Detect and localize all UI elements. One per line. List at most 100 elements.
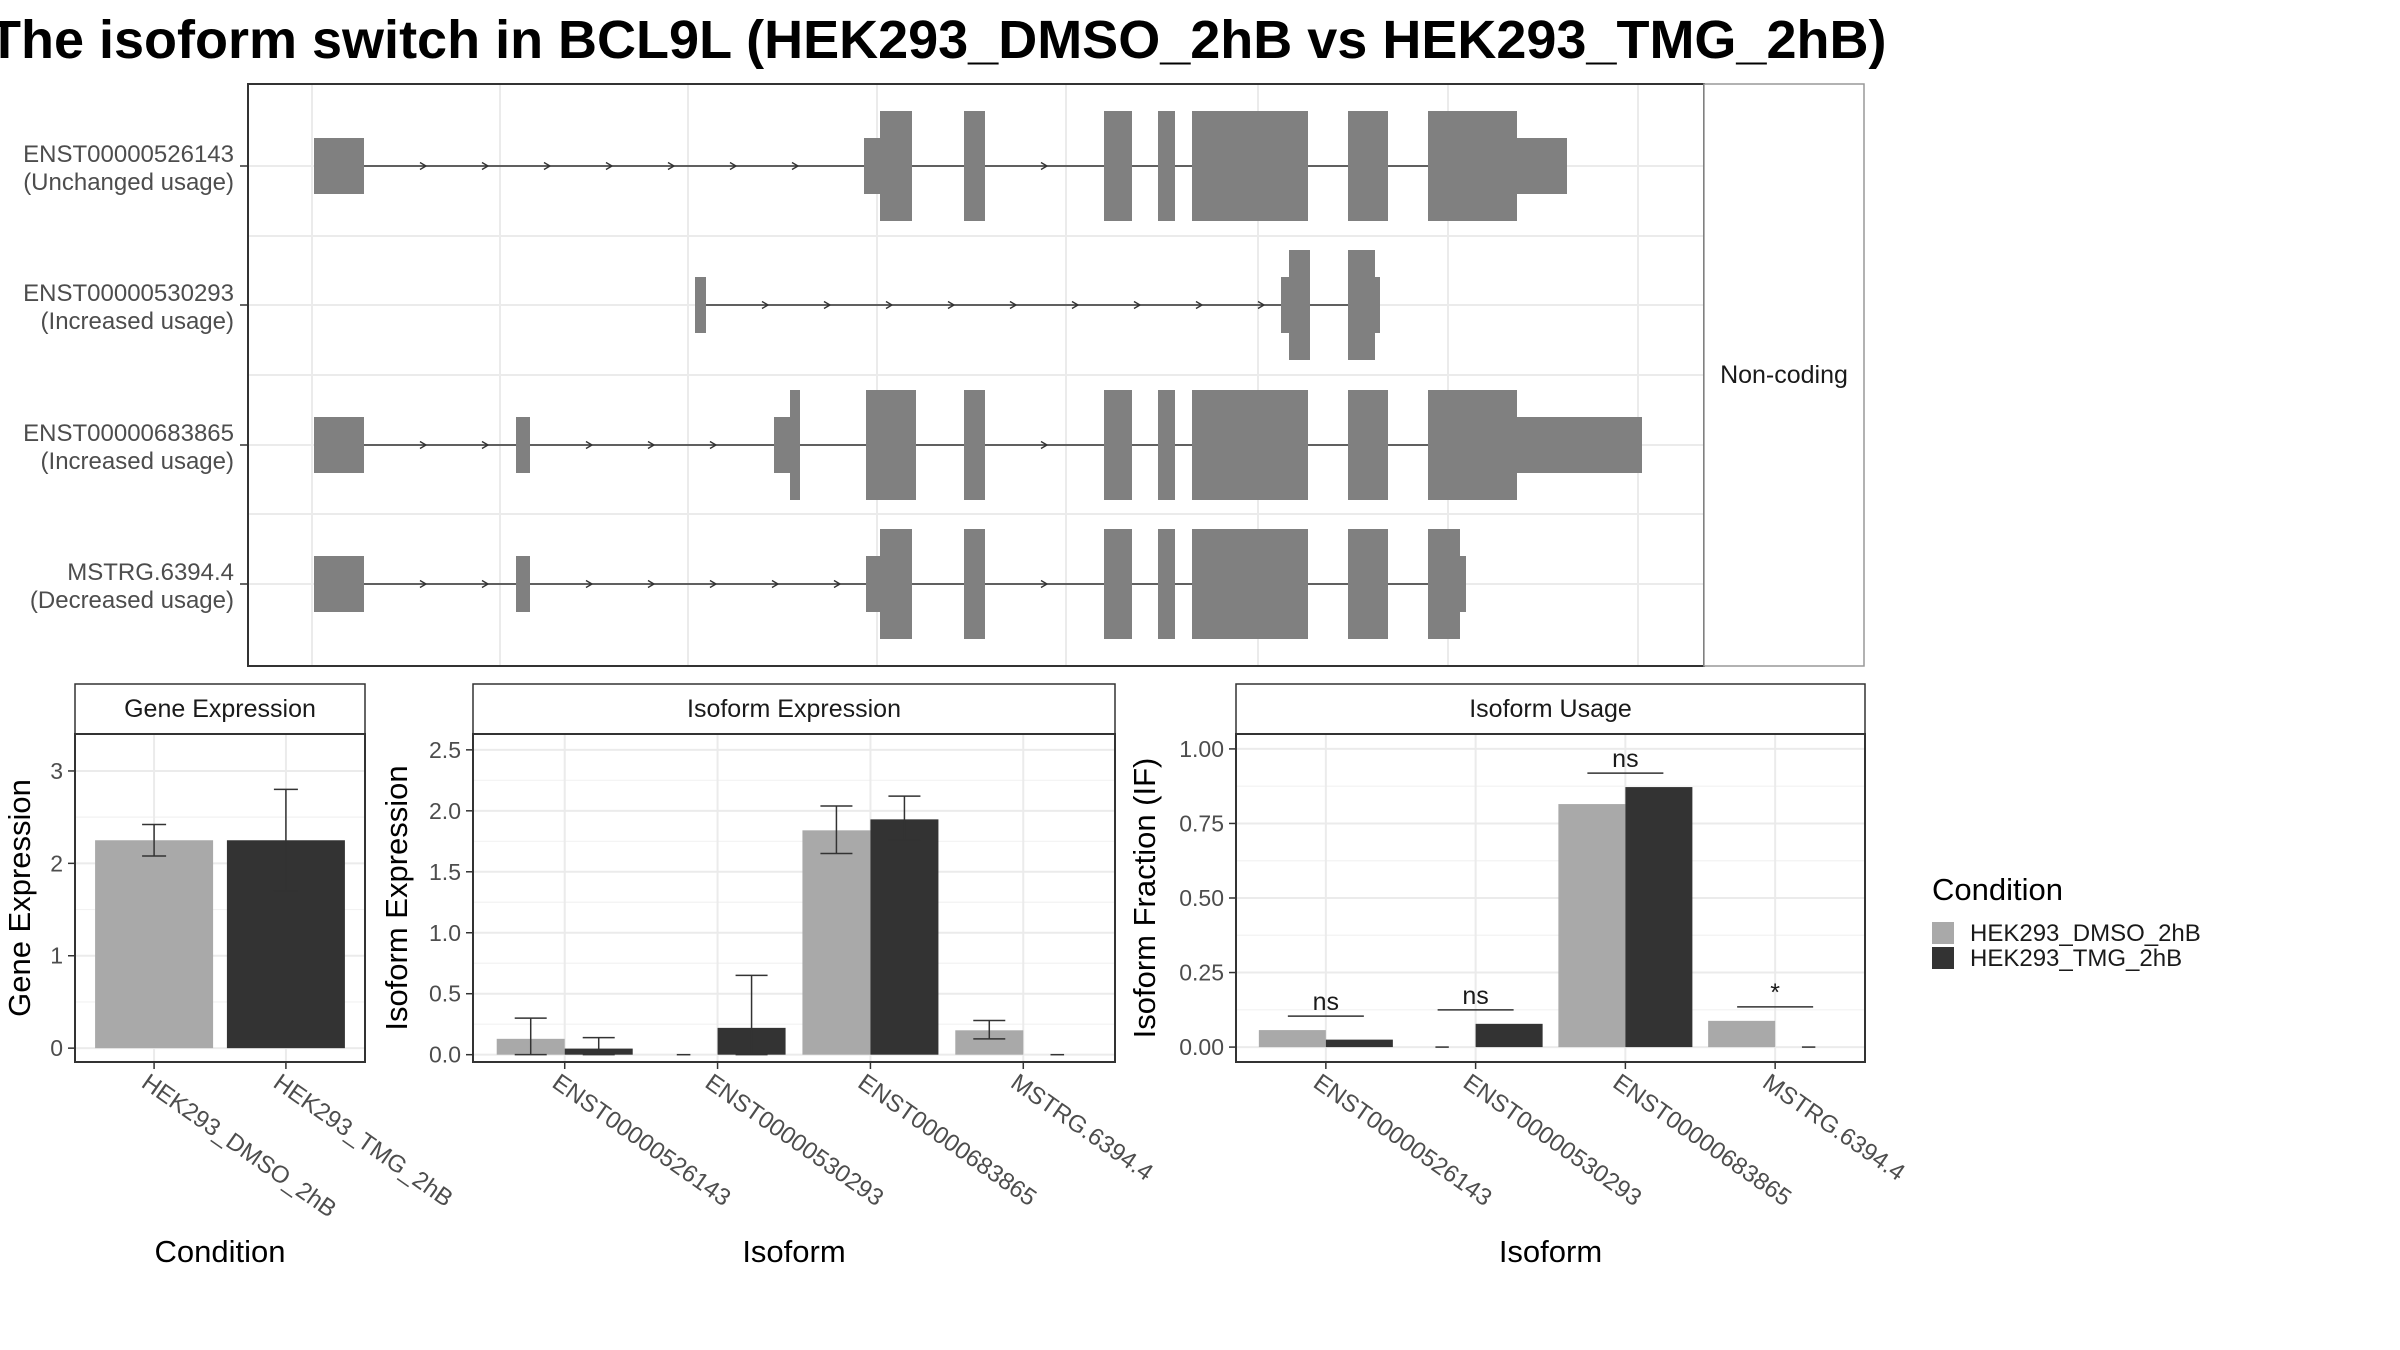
direction-arrow xyxy=(1040,579,1049,589)
exon-block xyxy=(880,529,912,639)
exon-block xyxy=(964,529,985,639)
direction-arrow xyxy=(771,579,780,589)
bar xyxy=(1325,1039,1393,1048)
exon-block xyxy=(866,390,916,500)
x-tick-label: MSTRG.6394.4 xyxy=(1006,1069,1158,1187)
panel-strip xyxy=(1235,683,1866,735)
y-tick-label: 2.0 xyxy=(429,798,461,824)
direction-arrow xyxy=(1133,300,1142,310)
direction-arrow xyxy=(1040,161,1049,171)
y-tick-label: 1.5 xyxy=(429,859,461,885)
exon-block xyxy=(964,111,985,221)
exon-block xyxy=(1428,390,1517,500)
exon-block xyxy=(314,417,364,473)
transcript-id-label: ENST00000526143 xyxy=(23,141,234,168)
significance-label: ns xyxy=(1313,988,1339,1016)
y-tick-label: 1.0 xyxy=(429,920,461,946)
direction-arrow xyxy=(481,440,490,450)
exon-block xyxy=(1375,277,1380,333)
direction-arrow xyxy=(1009,300,1018,310)
isoform-usage-panel: Isoform Usage ns ns ns * 0.00 0.25 0.50 0.75 1.00… xyxy=(1127,683,1910,1269)
strip-box xyxy=(1703,83,1865,667)
exon-block xyxy=(1104,111,1132,221)
direction-arrow xyxy=(543,161,552,171)
y-tick-label: 0.5 xyxy=(429,981,461,1007)
bar xyxy=(870,819,939,1055)
direction-arrow xyxy=(885,300,894,310)
exon-block xyxy=(1428,529,1460,639)
exon-block xyxy=(1192,111,1308,221)
exon-block xyxy=(695,277,706,333)
exon-block xyxy=(1348,390,1388,500)
direction-arrow xyxy=(419,579,428,589)
direction-arrow xyxy=(419,440,428,450)
exon-block xyxy=(1348,111,1388,221)
exon-block xyxy=(314,556,364,612)
exon-block xyxy=(1158,529,1175,639)
exon-block xyxy=(964,390,985,500)
direction-arrow xyxy=(585,440,594,450)
legend-swatch xyxy=(1932,947,1954,969)
transcript-id-label: MSTRG.6394.4 xyxy=(67,559,234,586)
bar xyxy=(1625,787,1693,1048)
legend-label: HEK293_TMG_2hB xyxy=(1970,945,2182,972)
legend-label: HEK293_DMSO_2hB xyxy=(1970,920,2201,947)
y-tick-label: 2 xyxy=(50,850,63,876)
bar xyxy=(1475,1023,1543,1048)
y-tick-label: 0.50 xyxy=(1179,885,1224,911)
transcript-usage-label: (Unchanged usage) xyxy=(23,169,234,196)
exon-block xyxy=(880,111,912,221)
y-tick-label: 3 xyxy=(50,758,63,784)
x-axis-title: Isoform xyxy=(1499,1234,1602,1269)
y-axis-title: Isoform Fraction (IF) xyxy=(1127,758,1162,1039)
panel-strip xyxy=(472,683,1116,735)
direction-arrow xyxy=(823,300,832,310)
exon-block xyxy=(1428,111,1517,221)
gene-structure-panel: Non-coding ENST00000526143(Unchanged usag… xyxy=(23,83,1865,667)
legend-swatch xyxy=(1932,922,1954,944)
transcript-usage-label: (Increased usage) xyxy=(41,308,234,335)
panel-border xyxy=(472,733,1116,1063)
y-tick-label: 1 xyxy=(50,943,63,969)
direction-arrow xyxy=(605,161,614,171)
bar xyxy=(1558,804,1626,1048)
exon-block xyxy=(1460,556,1466,612)
exon-block xyxy=(1158,111,1175,221)
panel-strip-label: Isoform Usage xyxy=(1469,695,1632,723)
significance-label: ns xyxy=(1612,745,1638,773)
bar xyxy=(1258,1030,1326,1048)
direction-arrow xyxy=(729,161,738,171)
direction-arrow xyxy=(647,579,656,589)
y-axis-title: Isoform Expression xyxy=(379,765,414,1030)
direction-arrow xyxy=(481,579,490,589)
direction-arrow xyxy=(1195,300,1204,310)
direction-arrow xyxy=(419,161,428,171)
exon-block xyxy=(1289,250,1310,360)
direction-arrow xyxy=(709,440,718,450)
direction-arrow xyxy=(833,579,842,589)
direction-arrow xyxy=(1257,300,1266,310)
significance-label: ns xyxy=(1462,982,1488,1010)
direction-arrow xyxy=(647,440,656,450)
y-tick-label: 0.00 xyxy=(1179,1034,1224,1060)
exon-block xyxy=(866,556,880,612)
y-tick-label: 0.0 xyxy=(429,1042,461,1068)
exon-block xyxy=(864,138,880,194)
panel-strip-label: Isoform Expression xyxy=(687,695,901,723)
bar xyxy=(95,840,214,1049)
direction-arrow xyxy=(1040,440,1049,450)
direction-arrow xyxy=(481,161,490,171)
exon-block xyxy=(1104,390,1132,500)
y-tick-label: 0.25 xyxy=(1179,960,1224,986)
y-tick-label: 2.5 xyxy=(429,737,461,763)
significance-label: * xyxy=(1770,979,1780,1007)
exon-block xyxy=(1517,417,1642,473)
exon-block xyxy=(1517,138,1567,194)
exon-block xyxy=(1158,390,1175,500)
x-axis-title: Isoform xyxy=(742,1234,845,1269)
figure-title: The isoform switch in BCL9L (HEK293_DMSO… xyxy=(0,10,1886,70)
x-axis-title: Condition xyxy=(155,1234,286,1269)
panel-background xyxy=(473,734,1115,1062)
strip-label-noncoding: Non-coding xyxy=(1720,361,1848,389)
